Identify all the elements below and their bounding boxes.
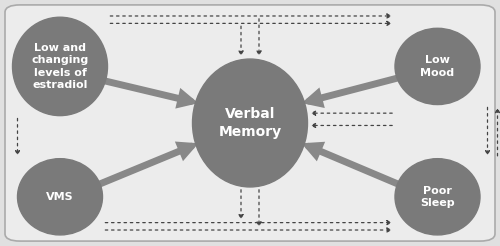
Ellipse shape [12,17,108,116]
Text: VMS: VMS [46,192,74,202]
Text: Verbal
Memory: Verbal Memory [218,107,282,139]
Text: Low
Mood: Low Mood [420,55,454,78]
Ellipse shape [192,59,308,187]
Ellipse shape [395,28,480,105]
FancyBboxPatch shape [5,5,495,241]
Text: Low and
changing
levels of
estradiol: Low and changing levels of estradiol [32,43,88,90]
Ellipse shape [395,159,480,235]
Ellipse shape [18,159,102,235]
Text: Poor
Sleep: Poor Sleep [420,185,455,208]
